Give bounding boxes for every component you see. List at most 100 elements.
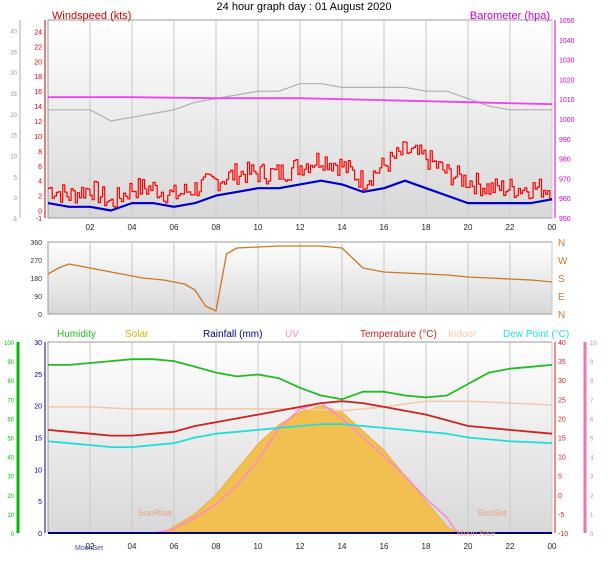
- legend-indoor: Indoor: [448, 329, 477, 340]
- climate-x-tick-18: 18: [422, 542, 431, 551]
- grey-tick-40: 40: [10, 29, 17, 35]
- barometer-tick-990: 990: [559, 137, 571, 144]
- graph-title: 24 hour graph day : 01 August 2020: [217, 1, 392, 13]
- temp-tick-10: 10: [558, 455, 566, 462]
- barometer-tick-1050: 1050: [559, 18, 575, 25]
- windspeed-tick-16: 16: [34, 89, 42, 96]
- wind-x-tick-14: 14: [338, 223, 347, 232]
- gust-line: [48, 141, 552, 209]
- windspeed-tick-18: 18: [34, 74, 42, 81]
- windspeed-tick-10: 10: [34, 134, 42, 141]
- windspeed-tick-24: 24: [34, 29, 42, 36]
- humidity-tick-30: 30: [7, 475, 14, 481]
- rain-tick-10: 10: [34, 467, 42, 474]
- annotation-sunset: SunSet: [477, 508, 507, 518]
- wind-x-tick-16: 16: [380, 223, 389, 232]
- windspeed-axis-title: Windspeed (kts): [52, 10, 131, 22]
- wind-x-tick-12: 12: [296, 223, 305, 232]
- legend-humidity: Humidity: [57, 329, 96, 340]
- barometer-tick-980: 980: [559, 157, 571, 164]
- barometer-tick-950: 950: [559, 216, 571, 223]
- temp-tick-25: 25: [558, 397, 566, 404]
- wind-x-tick-04: 04: [128, 223, 137, 232]
- average-wind-line: [47, 179, 553, 212]
- windspeed-tick-14: 14: [34, 104, 42, 111]
- windspeed-tick-6: 6: [38, 164, 42, 171]
- barometer-tick-1020: 1020: [559, 77, 575, 84]
- wind-x-tick-06: 06: [170, 223, 179, 232]
- windspeed-tick-20: 20: [34, 59, 42, 66]
- uv-tick-5: 5: [590, 437, 594, 443]
- compass-label-2: S: [558, 274, 565, 285]
- grey-tick-15: 15: [10, 134, 17, 140]
- climate-x-tick-06: 06: [170, 542, 179, 551]
- compass-label-1: W: [558, 256, 568, 267]
- direction-tick-180: 180: [30, 276, 42, 283]
- climate-x-tick-14: 14: [338, 542, 347, 551]
- grey-tick-30: 30: [10, 71, 17, 77]
- temp-tick-35: 35: [558, 359, 566, 366]
- humidity-tick-40: 40: [7, 456, 14, 462]
- climate-x-tick-04: 04: [128, 542, 137, 551]
- direction-tick-360: 360: [30, 240, 42, 247]
- rain-tick-25: 25: [34, 372, 42, 379]
- humidity-tick-0: 0: [11, 532, 15, 538]
- annotation-sunrise: SunRise: [138, 508, 172, 518]
- annotation-moonrise: Moon Rise: [457, 529, 496, 538]
- humidity-line: [48, 358, 553, 401]
- climate-x-tick-12: 12: [296, 542, 305, 551]
- humidity-tick-50: 50: [7, 437, 14, 443]
- rain-tick-30: 30: [34, 340, 42, 347]
- legend-solar: Solar: [125, 329, 149, 340]
- wind-x-tick-00: 00: [548, 223, 557, 232]
- wind-x-tick-08: 08: [212, 223, 221, 232]
- humidity-tick-80: 80: [7, 379, 14, 385]
- wind-x-tick-10: 10: [254, 223, 263, 232]
- legend-temp: Temperature (°C): [360, 329, 437, 340]
- grey-tick-35: 35: [10, 50, 17, 56]
- rain-tick-15: 15: [34, 436, 42, 443]
- temp-tick-15: 15: [558, 436, 566, 443]
- grey-tick-5: 5: [14, 175, 18, 181]
- temp-tick-30: 30: [558, 378, 566, 385]
- compass-label-3: E: [558, 292, 565, 303]
- climate-x-tick-08: 08: [212, 542, 221, 551]
- grey-pressure-line: [48, 83, 552, 122]
- climate-x-tick-02: 02: [86, 542, 95, 551]
- barometer-tick-1040: 1040: [559, 38, 575, 45]
- temp-tick--5: -5: [558, 512, 564, 519]
- uv-tick-9: 9: [590, 360, 594, 366]
- rain-tick-0: 0: [38, 531, 42, 538]
- grey-tick-10: 10: [10, 154, 17, 160]
- uv-tick-10: 10: [590, 341, 597, 347]
- compass-label-4: N: [558, 310, 565, 321]
- climate-x-tick-16: 16: [380, 542, 389, 551]
- direction-tick-90: 90: [34, 294, 42, 301]
- annotation-moonset: MoonSet: [75, 545, 103, 552]
- wind-x-tick-02: 02: [86, 223, 95, 232]
- temp-tick-40: 40: [558, 340, 566, 347]
- uv-tick-6: 6: [590, 417, 594, 423]
- barometer-axis-title: Barometer (hpa): [470, 10, 550, 22]
- legend-uv: UV: [285, 329, 299, 340]
- humidity-tick-90: 90: [7, 360, 14, 366]
- temp-tick-0: 0: [558, 493, 562, 500]
- dew-point-line: [47, 423, 553, 449]
- temp-tick-20: 20: [558, 416, 566, 423]
- barometer-tick-1030: 1030: [559, 58, 575, 65]
- windspeed-tick--1: -1: [36, 216, 42, 223]
- uv-tick-3: 3: [590, 475, 594, 481]
- uv-tick-7: 7: [590, 398, 594, 404]
- direction-tick-270: 270: [30, 258, 42, 265]
- windspeed-tick-12: 12: [34, 119, 42, 126]
- humidity-tick-20: 20: [7, 494, 14, 500]
- rain-tick-20: 20: [34, 404, 42, 411]
- grey-tick--5: -5: [12, 217, 18, 223]
- humidity-tick-100: 100: [4, 341, 15, 347]
- uv-line: [48, 402, 552, 534]
- wind-x-tick-22: 22: [506, 223, 515, 232]
- barometer-tick-1000: 1000: [559, 117, 575, 124]
- barometer-tick-1010: 1010: [559, 97, 575, 104]
- solar-area: [163, 405, 458, 534]
